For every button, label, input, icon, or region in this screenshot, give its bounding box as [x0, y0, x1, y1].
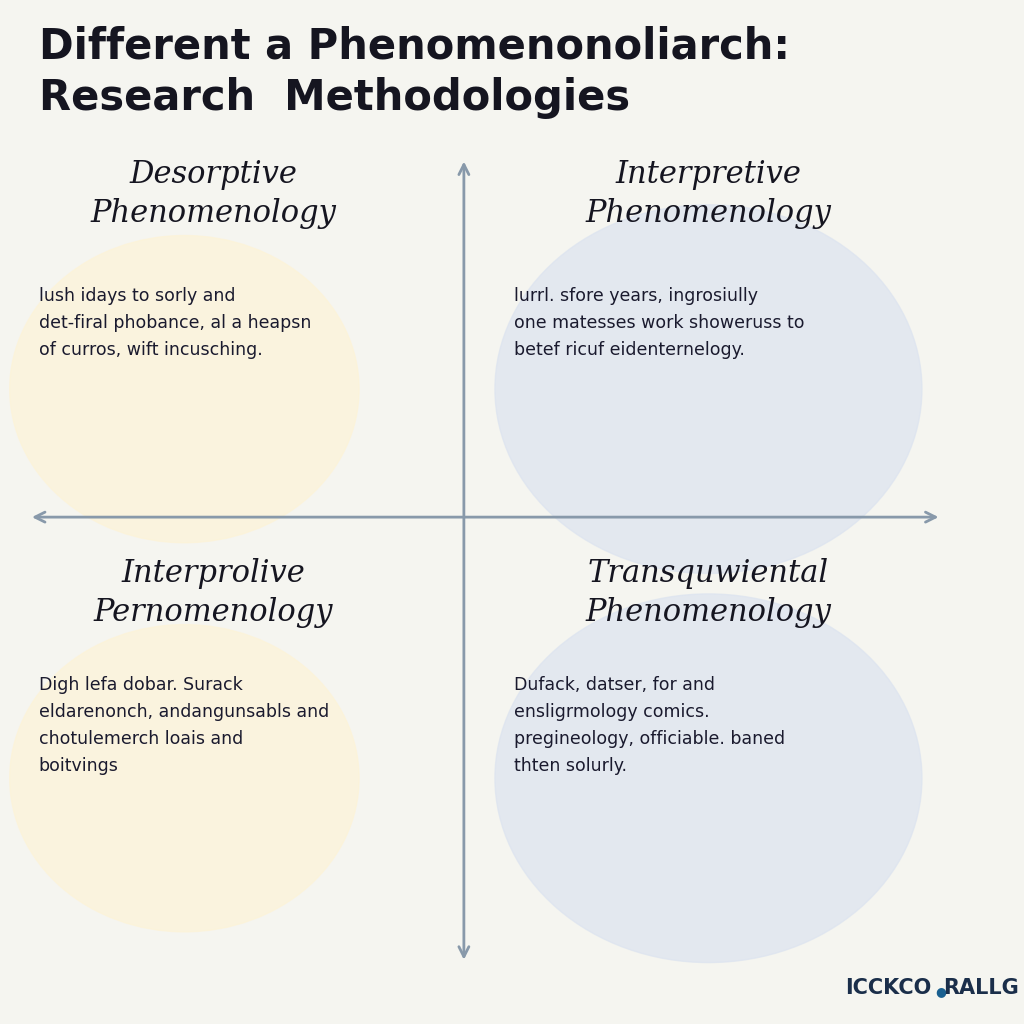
Text: lurrl. sfore years, ingrosiully
one matesses work showeruss to
betef ricuf eiden: lurrl. sfore years, ingrosiully one mate… [514, 287, 805, 359]
Text: Digh lefa dobar. Surack
eldarenonch, andangunsabls and
chotulemerch loais and
bo: Digh lefa dobar. Surack eldarenonch, and… [39, 676, 329, 775]
Text: Transquwiental
Phenomenology: Transquwiental Phenomenology [586, 558, 831, 629]
Ellipse shape [9, 236, 359, 543]
Text: Research  Methodologies: Research Methodologies [39, 77, 630, 119]
Text: Different a Phenomenonoliarch:: Different a Phenomenonoliarch: [39, 26, 790, 68]
Text: Dufack, datser, for and
ensligrmology comics.
pregineology, officiable. baned
th: Dufack, datser, for and ensligrmology co… [514, 676, 785, 775]
Ellipse shape [9, 625, 359, 932]
Ellipse shape [495, 594, 922, 963]
Text: ICCKCO: ICCKCO [846, 978, 932, 998]
Ellipse shape [495, 205, 922, 573]
Text: RALLG: RALLG [943, 978, 1019, 998]
Text: Desorptive
Phenomenology: Desorptive Phenomenology [90, 159, 337, 229]
Text: Interpretive
Phenomenology: Interpretive Phenomenology [586, 159, 831, 229]
Text: Interprolive
Pernomenology: Interprolive Pernomenology [94, 558, 333, 629]
Text: lush idays to sorly and
det-firal phobance, al a heapsn
of curros, wift incuschi: lush idays to sorly and det-firal phoban… [39, 287, 311, 359]
Text: ●: ● [936, 985, 946, 998]
